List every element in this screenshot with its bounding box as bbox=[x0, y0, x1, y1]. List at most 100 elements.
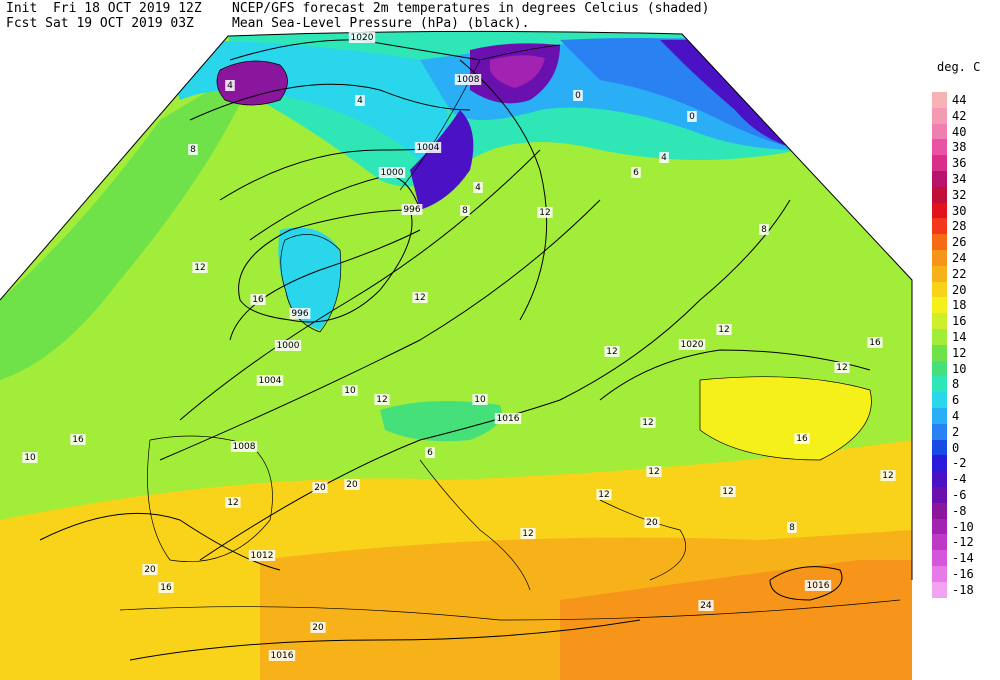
temperature-label-box bbox=[880, 470, 896, 481]
temperature-label: 16 bbox=[794, 433, 810, 444]
temperature-label: 8 bbox=[787, 522, 797, 533]
temperature-label-text: 4 bbox=[357, 96, 363, 106]
legend-swatch bbox=[932, 265, 947, 282]
temperature-label: 16 bbox=[158, 582, 174, 593]
temperature-label-text: 6 bbox=[633, 168, 639, 178]
isobar-label: 1008 bbox=[454, 74, 482, 85]
isobar-label-box bbox=[454, 74, 482, 85]
legend-swatch bbox=[932, 297, 947, 314]
temperature-label-box bbox=[520, 528, 536, 539]
temperature-label-box bbox=[70, 434, 86, 445]
legend-label: -8 bbox=[952, 503, 967, 518]
temperature-label: 12 bbox=[834, 362, 850, 373]
legend-swatch bbox=[932, 123, 947, 140]
temperature-label-text: 6 bbox=[427, 448, 433, 458]
temperature-label-text: 12 bbox=[227, 498, 238, 508]
legend-label: -10 bbox=[952, 519, 974, 534]
isobar-label-box bbox=[289, 308, 311, 319]
legend-item: 0 bbox=[932, 439, 994, 456]
isobar-label-box bbox=[230, 441, 258, 452]
temperature-label-text: 12 bbox=[718, 325, 729, 335]
legend-swatch bbox=[932, 250, 947, 266]
legend-swatch bbox=[932, 550, 947, 567]
fcst-line: Fcst Sat 19 OCT 2019 03Z bbox=[6, 17, 194, 31]
legend-swatch bbox=[932, 155, 947, 172]
legend-label: -16 bbox=[952, 567, 974, 581]
temperature-label-text: 12 bbox=[414, 293, 425, 303]
temperature-label: 12 bbox=[374, 394, 390, 405]
temperature-label-box bbox=[310, 622, 326, 633]
isobar-label: 996 bbox=[289, 308, 311, 319]
temperature-label: 16 bbox=[867, 337, 883, 348]
isobar-label-text: 1016 bbox=[497, 414, 520, 424]
legend-item: -14 bbox=[932, 550, 994, 567]
temperature-label-box bbox=[687, 111, 697, 122]
temperature-label-box bbox=[472, 394, 488, 405]
title-line-2: Mean Sea-Level Pressure (hPa) (black). bbox=[232, 16, 530, 31]
temperature-label: 10 bbox=[472, 394, 488, 405]
legend-swatch bbox=[932, 92, 947, 108]
temperature-label-box bbox=[473, 182, 483, 193]
temperature-label-text: 10 bbox=[344, 386, 356, 396]
legend-item: 42 bbox=[932, 107, 994, 124]
temperature-label-box bbox=[787, 522, 797, 533]
temperature-label-box bbox=[604, 346, 620, 357]
init-time: Fri 18 OCT 2019 12Z bbox=[52, 1, 202, 16]
legend-swatch bbox=[932, 360, 947, 377]
temperature-label-text: 8 bbox=[462, 206, 468, 216]
legend-swatch bbox=[932, 186, 947, 203]
legend-label: 14 bbox=[952, 330, 967, 344]
legend-label: 0 bbox=[952, 440, 960, 455]
isobar-label-text: 996 bbox=[291, 309, 308, 319]
temperature-label: 12 bbox=[640, 417, 656, 428]
temperature-label-text: 12 bbox=[598, 490, 609, 500]
temperature-label: 10 bbox=[342, 385, 358, 396]
legend-swatch bbox=[932, 139, 947, 156]
temperature-label-box bbox=[631, 167, 641, 178]
fcst-label: Fcst bbox=[6, 16, 38, 31]
temperature-label: 12 bbox=[192, 262, 208, 273]
temperature-label-text: 24 bbox=[700, 601, 712, 611]
temperature-label: 10 bbox=[22, 452, 38, 463]
isobar-label-box bbox=[256, 375, 284, 386]
isobar-label: 1004 bbox=[256, 375, 284, 386]
isobar-label: 1012 bbox=[248, 550, 276, 561]
init-line: Init Fri 18 OCT 2019 12Z bbox=[6, 2, 202, 16]
temperature-label-box bbox=[355, 95, 365, 106]
legend-item: 38 bbox=[932, 139, 994, 156]
isobar-label-box bbox=[274, 340, 302, 351]
legend-item: -4 bbox=[932, 471, 994, 488]
temperature-label: 12 bbox=[225, 497, 241, 508]
legend-swatch bbox=[932, 107, 947, 124]
legend-swatch bbox=[932, 487, 947, 503]
isobar-label: 1008 bbox=[230, 441, 258, 452]
legend-label: -4 bbox=[952, 472, 967, 487]
temperature-label-box bbox=[250, 294, 266, 305]
legend-swatch bbox=[932, 455, 947, 472]
temperature-label-text: 12 bbox=[642, 418, 653, 428]
temperature-label: 12 bbox=[880, 470, 896, 481]
legend-label: 28 bbox=[952, 219, 967, 234]
temperature-label: 8 bbox=[188, 144, 198, 155]
isobar-label-box bbox=[268, 650, 296, 661]
temperature-label-text: 4 bbox=[475, 183, 481, 193]
legend-label: -14 bbox=[952, 551, 974, 566]
legend-label: 36 bbox=[952, 156, 967, 171]
legend-item: 30 bbox=[932, 202, 994, 219]
isobar-label: 1016 bbox=[804, 580, 832, 591]
temperature-label: 20 bbox=[344, 479, 360, 490]
temperature-label-box bbox=[759, 224, 769, 235]
legend-label: 24 bbox=[952, 251, 967, 265]
legend-swatch bbox=[932, 534, 947, 551]
legend-label: 38 bbox=[952, 140, 967, 155]
isobar-label: 1016 bbox=[268, 650, 296, 661]
temperature-label-text: 10 bbox=[474, 395, 486, 405]
legend-label: 30 bbox=[952, 203, 967, 218]
legend-item: 32 bbox=[932, 186, 994, 203]
isobar-label-text: 1004 bbox=[259, 376, 282, 386]
legend-item: -10 bbox=[932, 518, 994, 535]
temperature-label-box bbox=[425, 447, 435, 458]
temperature-label-box bbox=[596, 489, 612, 500]
legend-item: -8 bbox=[932, 502, 994, 519]
legend-item: 16 bbox=[932, 313, 994, 330]
